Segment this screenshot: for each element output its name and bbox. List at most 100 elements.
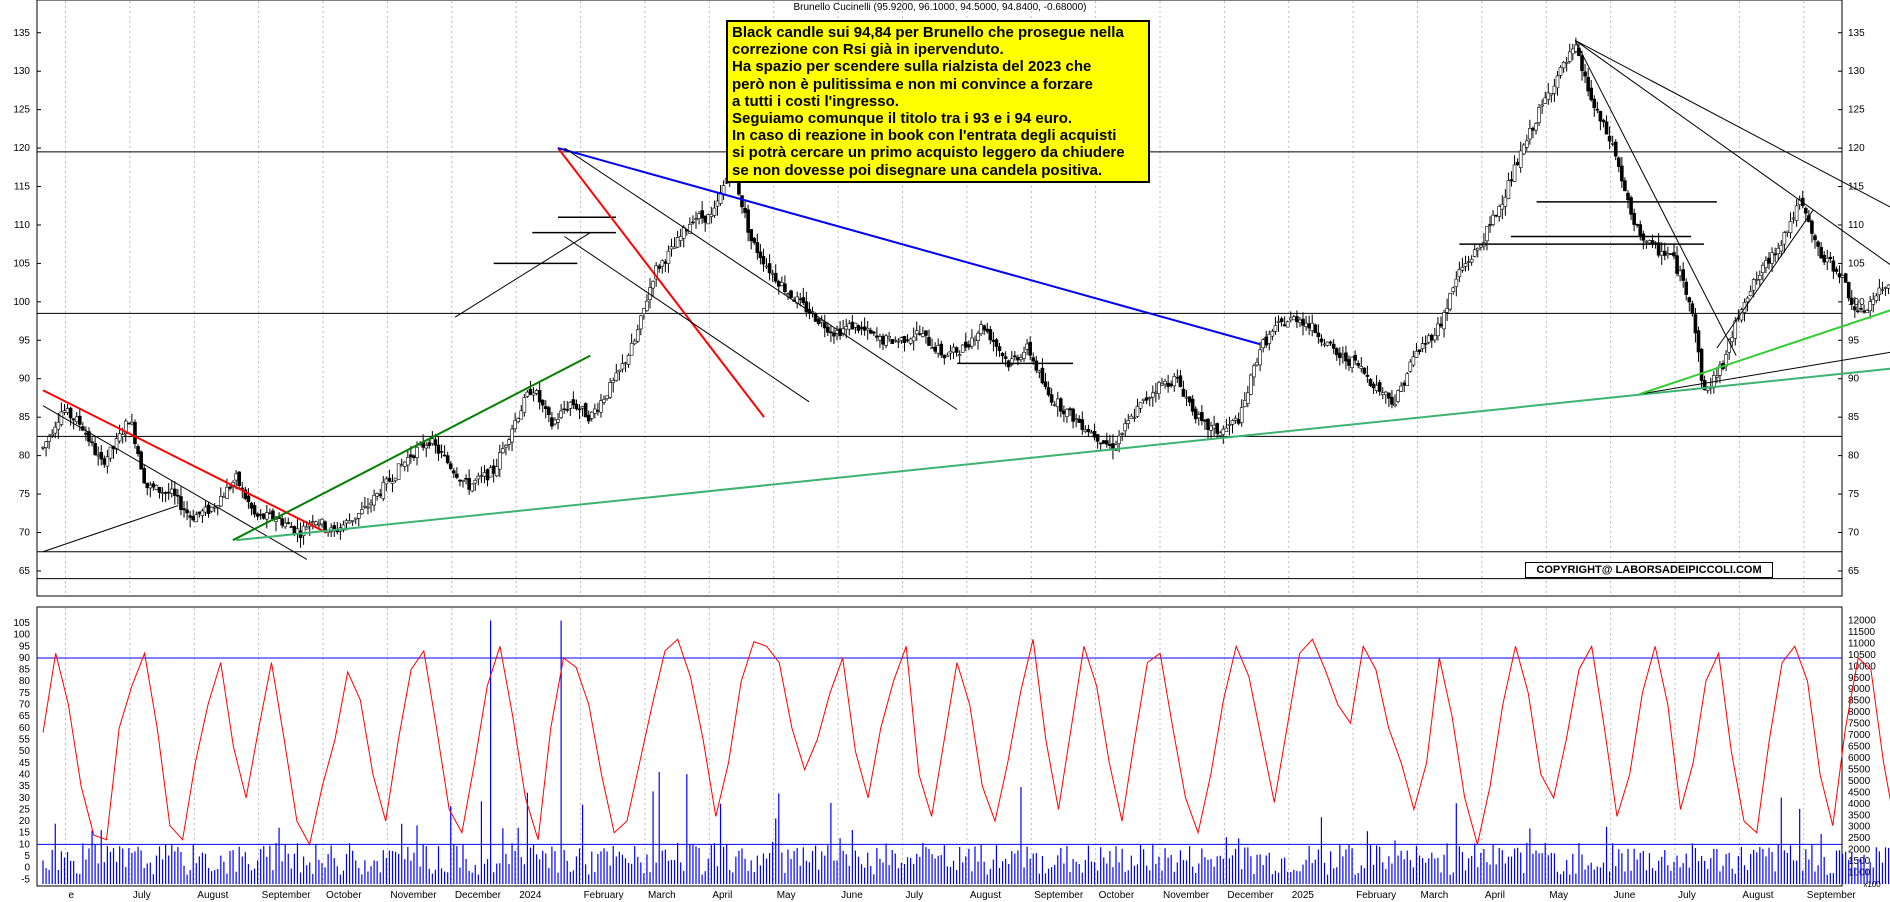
month-label: May [777,890,796,901]
candle-body [1383,391,1388,396]
candle-body [703,215,708,223]
candle-body [1000,353,1005,357]
candle-body [767,263,772,274]
candle-body [954,347,959,353]
candle-body [1295,316,1299,323]
candle-body [1178,375,1183,387]
candle-body [1089,431,1094,434]
price-tick-right: 75 [1848,489,1860,500]
candle-body [1402,382,1406,386]
candle-body [1623,180,1627,192]
candle-body [1077,418,1082,423]
candle-body [991,339,996,342]
candle-body [68,407,73,419]
candle-body [1497,206,1502,217]
volume-tick: 3000 [1848,822,1871,833]
candle-body [1239,407,1244,423]
candle-body [1503,196,1508,207]
candle-body [1347,359,1351,366]
candle-body [688,224,692,234]
candle-body [117,433,122,442]
candle-body [948,350,953,354]
candle-body [53,426,58,434]
candle-body [510,428,514,443]
candle-body [289,526,294,528]
candle-body [547,407,551,416]
candle-body [1574,44,1578,52]
candle-body [1325,341,1330,346]
candle-body [133,421,137,445]
candle-body [1629,197,1633,215]
candle-body [951,346,956,353]
volume-tick: 6500 [1848,742,1871,753]
candle-body [1105,440,1109,445]
rsi-tick: 80 [19,676,31,687]
candle-body [577,408,582,411]
candle-body [1166,382,1170,387]
candle-body [1647,240,1652,244]
candle-body [1301,318,1305,326]
candle-body [399,464,404,467]
candle-body [280,518,284,526]
candle-body [1549,93,1554,96]
candle-body [985,328,990,332]
candle-body [758,251,763,259]
candle-body [1859,308,1863,310]
candle-body [626,355,631,365]
candle-body [639,315,643,330]
candle-body [635,329,640,342]
candle-body [1028,342,1032,356]
month-label: July [905,890,923,901]
candle-body [402,461,407,467]
volume-corner-label: x100 [1863,880,1881,889]
candle-body [445,455,450,464]
rsi-tick: 20 [19,816,31,827]
candle-body [550,417,554,427]
candle-body [1788,221,1793,234]
candle-body [1046,387,1051,396]
candle-body [353,517,358,520]
candle-body [1491,214,1495,225]
rsi-tick: 0 [24,863,30,874]
candle-body [1678,270,1682,277]
candle-body [145,482,150,488]
candle-body [142,468,146,484]
candle-body [448,463,453,469]
candle-body [154,485,159,490]
candle-body [1092,430,1097,438]
candle-body [583,403,588,418]
note-line: però non è pulitissima e non mi convince… [732,75,1093,93]
candle-body [194,514,199,523]
candle-body [1175,377,1180,379]
candle-body [816,318,821,324]
candle-body [1644,241,1649,243]
candle-body [844,326,849,330]
candle-body [375,493,379,497]
candle-body [1460,266,1465,271]
candle-body [347,520,352,524]
candle-body [384,478,389,485]
candle-body [540,399,545,406]
candle-body [1246,392,1250,404]
candle-body [933,346,937,352]
candle-body [310,521,315,523]
candle-body [65,408,70,413]
candle-body [559,410,563,418]
candle-body [1019,357,1023,360]
candle-body [1620,165,1624,182]
candle-body [1751,279,1756,291]
candle-body [629,342,634,356]
trendline [557,147,1261,346]
candle-body [1341,354,1345,357]
candle-body [1448,293,1452,310]
candle-body [1212,424,1216,429]
candle-body [1531,127,1535,131]
candle-body [1613,141,1618,157]
month-label: July [1678,890,1696,901]
candle-body [856,325,861,331]
volume-tick: 1500 [1848,856,1871,867]
volume-tick: 8500 [1848,696,1871,707]
trendline [564,147,958,410]
candle-body [905,339,910,342]
candle-body [1506,180,1511,199]
